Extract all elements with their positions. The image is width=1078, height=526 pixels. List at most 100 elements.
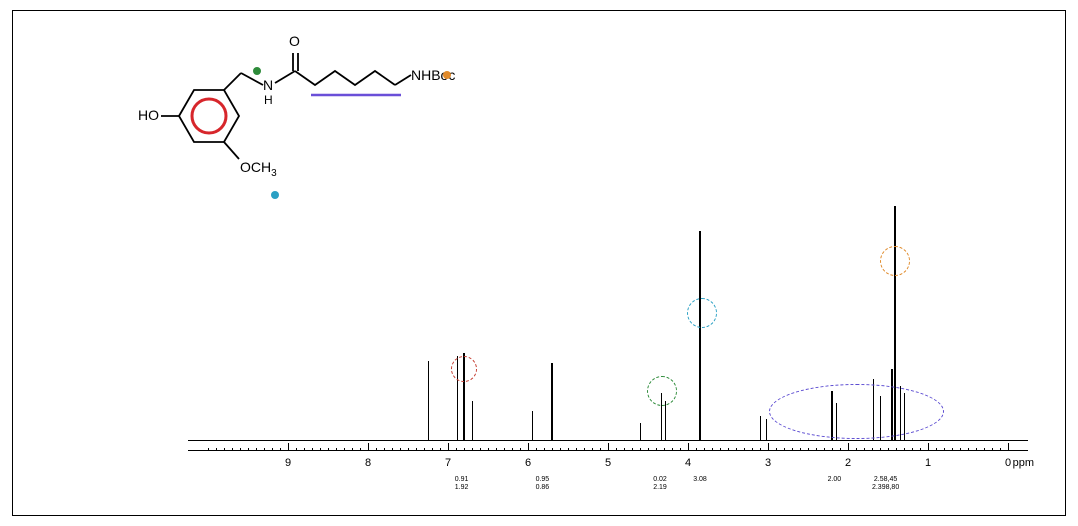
axis-minor-tick [912, 448, 913, 451]
axis-minor-tick [816, 448, 817, 451]
axis-minor-tick [400, 448, 401, 451]
axis-minor-tick [624, 448, 625, 451]
axis-minor-tick [680, 448, 681, 451]
integration-value: 2.398,80 [872, 484, 899, 491]
axis-minor-tick [608, 448, 609, 451]
axis-minor-tick [792, 448, 793, 451]
legend-dot-orange [443, 71, 451, 79]
nmr-peak [766, 419, 767, 441]
axis-minor-tick [832, 448, 833, 451]
axis-tick-label: 4 [685, 457, 691, 469]
nmr-peak [472, 401, 473, 441]
integration-value: 0.02 [653, 476, 667, 483]
axis-minor-tick [888, 448, 889, 451]
annotation-ellipse [769, 384, 944, 439]
axis-tick-label: 1 [925, 457, 931, 469]
axis-minor-tick [952, 448, 953, 451]
axis-minor-tick [656, 448, 657, 451]
axis-minor-tick [896, 448, 897, 451]
axis-minor-tick [840, 448, 841, 451]
annotation-circle [880, 246, 910, 276]
nmr-peak [640, 423, 641, 441]
axis-minor-tick [248, 448, 249, 451]
axis-minor-tick [424, 448, 425, 451]
label-och3: OCH3 [240, 159, 277, 179]
nmr-baseline [188, 440, 1028, 441]
axis-minor-tick [752, 448, 753, 451]
axis-minor-tick [640, 448, 641, 451]
axis-minor-tick [936, 448, 937, 451]
axis-minor-tick [824, 448, 825, 451]
ppm-axis-label: ppm [1013, 457, 1034, 469]
axis-minor-tick [968, 448, 969, 451]
axis-minor-tick [312, 448, 313, 451]
label-n: N [263, 77, 273, 93]
axis-minor-tick [992, 448, 993, 451]
annotation-circle [687, 298, 717, 328]
axis-tick-label: 2 [845, 457, 851, 469]
axis-minor-tick [800, 448, 801, 451]
integration-value: 0.91 [455, 476, 469, 483]
axis-minor-tick [1008, 448, 1009, 451]
nmr-peak [699, 231, 701, 441]
axis-minor-tick [584, 448, 585, 451]
axis-minor-tick [512, 448, 513, 451]
axis-minor-tick [528, 448, 529, 451]
axis-minor-tick [1000, 448, 1001, 451]
annotation-circle [647, 376, 677, 406]
axis-minor-tick [432, 448, 433, 451]
nmr-peak [428, 361, 429, 441]
axis-minor-tick [744, 448, 745, 451]
axis-minor-tick [728, 448, 729, 451]
axis-minor-tick [960, 448, 961, 451]
axis-minor-tick [776, 448, 777, 451]
nmr-peak [760, 416, 761, 441]
axis-minor-tick [568, 448, 569, 451]
axis-minor-tick [688, 448, 689, 451]
axis-minor-tick [376, 448, 377, 451]
label-och3-sub: 3 [271, 168, 277, 179]
axis-minor-tick [848, 448, 849, 451]
axis-minor-tick [520, 448, 521, 451]
axis-minor-tick [600, 448, 601, 451]
axis-minor-tick [344, 448, 345, 451]
axis-minor-tick [288, 448, 289, 451]
axis-minor-tick [808, 448, 809, 451]
axis-minor-tick [392, 448, 393, 451]
axis-minor-tick [592, 448, 593, 451]
axis-minor-tick [496, 448, 497, 451]
axis-minor-tick [864, 448, 865, 451]
axis-minor-tick [488, 448, 489, 451]
integration-value: 2.58,45 [874, 476, 897, 483]
axis-tick-label: 5 [605, 457, 611, 469]
axis-minor-tick [256, 448, 257, 451]
axis-minor-tick [280, 448, 281, 451]
axis-minor-tick [768, 448, 769, 451]
axis-tick-label: 8 [365, 457, 371, 469]
nmr-peak [665, 401, 666, 441]
nmr-spectrum: ppm 98765432100.911.920.950.860.022.193.… [188, 191, 1028, 481]
axis-minor-tick [408, 448, 409, 451]
axis-minor-tick [216, 448, 217, 451]
axis-minor-tick [240, 448, 241, 451]
integration-value: 0.86 [536, 484, 550, 491]
axis-tick-label: 3 [765, 457, 771, 469]
axis-tick-label: 6 [525, 457, 531, 469]
axis-minor-tick [720, 448, 721, 451]
axis-minor-tick [552, 448, 553, 451]
axis-minor-tick [856, 448, 857, 451]
integration-value: 1.92 [455, 484, 469, 491]
label-ho: HO [138, 107, 159, 123]
axis-minor-tick [904, 448, 905, 451]
legend-dot-green [253, 67, 261, 75]
axis-minor-tick [984, 448, 985, 451]
axis-minor-tick [784, 448, 785, 451]
axis-minor-tick [944, 448, 945, 451]
axis-minor-tick [736, 448, 737, 451]
axis-minor-tick [560, 448, 561, 451]
axis-minor-tick [576, 448, 577, 451]
axis-minor-tick [480, 448, 481, 451]
axis-minor-tick [336, 448, 337, 451]
axis-minor-tick [232, 448, 233, 451]
axis-minor-tick [272, 448, 273, 451]
